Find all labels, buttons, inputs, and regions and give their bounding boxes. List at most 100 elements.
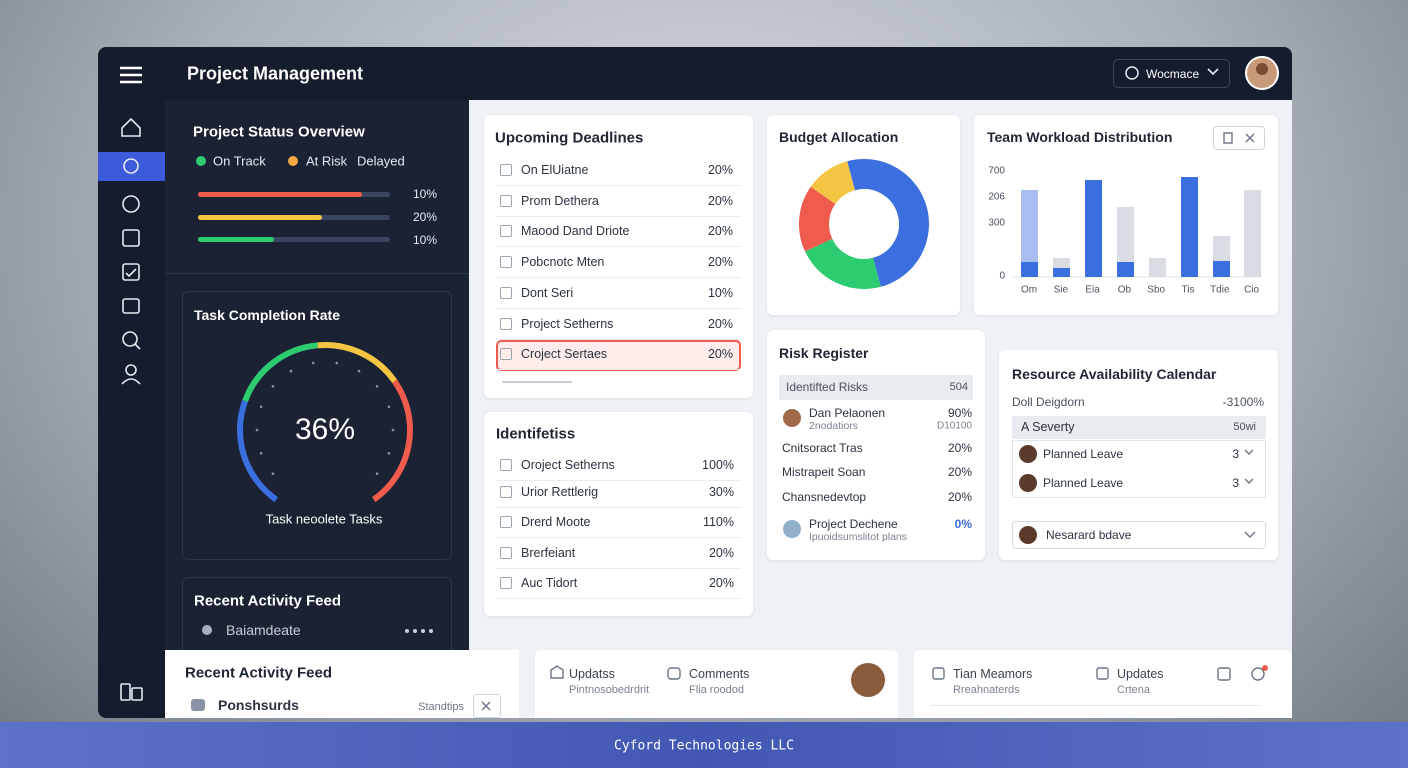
row-value: 20%	[707, 224, 733, 239]
row-separator	[496, 338, 741, 340]
sidebar	[98, 100, 165, 718]
gauge-card	[182, 291, 452, 560]
gauge-tick	[259, 405, 263, 409]
card-title: Task Completion Rate	[194, 307, 340, 323]
resource-list	[1012, 440, 1266, 498]
risk-value: 20%	[947, 465, 972, 479]
updates-card	[535, 650, 898, 718]
risk-sub: Ipuoidsumslitot plans	[809, 531, 908, 543]
row-icon	[500, 459, 512, 471]
divider	[930, 705, 1260, 706]
row-separator	[496, 598, 741, 599]
x-tick-label: Sbo	[1147, 284, 1166, 296]
risk-name: Project Dechene	[809, 517, 898, 531]
donut-segment	[799, 186, 836, 252]
card-title: Recent Activity Feed	[194, 592, 341, 610]
donut-segment	[805, 238, 881, 289]
activity-item: Ponshsurds	[218, 697, 299, 713]
row-icon	[500, 516, 512, 528]
chevron	[1207, 68, 1219, 76]
row-separator	[496, 507, 741, 508]
dark-panel	[165, 100, 469, 650]
x-tick-label: Om	[1020, 284, 1038, 296]
activity-icon	[191, 699, 205, 711]
row-label: On ElUiatne	[521, 163, 589, 177]
gauge-tick	[311, 361, 315, 365]
gauge-tick	[375, 384, 379, 388]
row-label: Croject Sertaes	[521, 347, 608, 362]
risk-value: 20%	[947, 490, 972, 504]
gauge-tick	[387, 405, 391, 409]
resource-select[interactable]	[1012, 521, 1266, 549]
row-value: 20%	[707, 347, 733, 362]
row-icon	[500, 286, 512, 299]
row-icon	[500, 547, 512, 559]
row-value: 20%	[707, 316, 733, 331]
gauge-caption: Task neoolete Tasks	[265, 511, 383, 527]
row-separator	[496, 277, 741, 279]
risk-value: 90%	[947, 406, 972, 420]
team-card	[914, 650, 1292, 718]
avatar-head	[1256, 63, 1268, 75]
resource-avatar	[1019, 526, 1037, 544]
gauge-arc	[237, 399, 278, 503]
top-bar	[98, 47, 1292, 100]
resource-name: Planned Leave	[1043, 447, 1124, 461]
identified-card	[484, 412, 753, 616]
header-value: 504	[949, 381, 968, 393]
activity-action: Standtips	[418, 701, 464, 713]
row-value: 110%	[702, 515, 734, 529]
sidebar-icons[interactable]	[120, 117, 143, 701]
row-value: 10%	[707, 285, 733, 300]
resource-card	[999, 350, 1278, 560]
close-button[interactable]	[473, 694, 501, 718]
bar-label: 10%	[413, 187, 438, 201]
row-separator	[496, 215, 741, 217]
row-separator	[496, 369, 741, 371]
activity-item: Baiamdeate	[226, 622, 301, 638]
gauge	[237, 342, 413, 503]
workspace-icon	[1125, 66, 1139, 80]
x-tick-label: Tdie	[1210, 284, 1230, 296]
resource-avatar	[1019, 474, 1037, 492]
donut-segment	[847, 159, 929, 287]
resource-avatar	[1019, 445, 1037, 463]
gauge-tick	[289, 369, 293, 373]
risk-avatar	[783, 520, 801, 538]
card-title: Upcoming Deadlines	[495, 129, 644, 147]
workspace-name: Wocmace	[1146, 67, 1200, 81]
resource-header-row	[1012, 416, 1266, 439]
chart-actions[interactable]	[1213, 126, 1265, 150]
risk-name: Dan Pelaonen	[809, 406, 886, 420]
header-label: Identifted Risks	[786, 380, 869, 394]
row-icon	[500, 194, 512, 207]
donut-segment	[810, 161, 856, 205]
legend-label: Delayed	[357, 153, 405, 169]
more-dots[interactable]	[405, 629, 433, 633]
donut	[799, 159, 929, 289]
risk-name: Chansnedevtop	[782, 490, 867, 504]
y-tick-label: 300	[988, 217, 1005, 229]
card-title: Recent Activity Feed	[185, 664, 332, 682]
row-separator	[496, 480, 741, 481]
sidebar-active[interactable]	[98, 152, 165, 181]
x-tick-label: Ob	[1117, 284, 1132, 296]
workspace-dropdown[interactable]	[1113, 59, 1230, 88]
card-title: Identifetiss	[496, 425, 576, 443]
activity-light-card	[165, 650, 519, 718]
row-label: Auc Tidort	[521, 576, 578, 590]
row-value: 100%	[702, 458, 734, 472]
gauge-arc	[242, 342, 318, 402]
status-bars	[196, 156, 390, 242]
gauge-tick	[259, 451, 263, 455]
menu-icon[interactable]	[120, 66, 142, 84]
y-tick-label: 206	[988, 191, 1005, 203]
bar-label: 20%	[413, 210, 438, 224]
card-title: Resource Availability Calendar	[1012, 366, 1217, 382]
row-icon	[500, 225, 512, 238]
row-label: Drerd Moote	[521, 515, 591, 529]
x-tick-label: Eia	[1085, 284, 1100, 296]
risk-header-row	[779, 375, 973, 400]
